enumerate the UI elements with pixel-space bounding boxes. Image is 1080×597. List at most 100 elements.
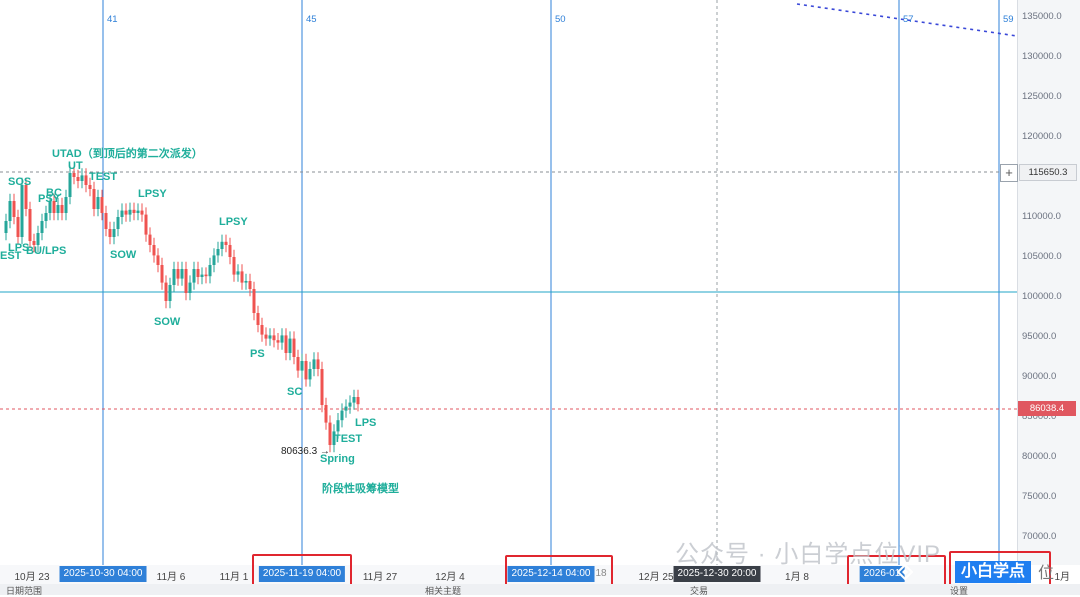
candle-body [224, 241, 228, 245]
candle-body [344, 406, 348, 411]
candle-body [140, 210, 144, 215]
price-tick: 85000.0 [1022, 411, 1057, 422]
candle-body [112, 229, 116, 237]
wyckoff-label: SC [287, 386, 303, 398]
wyckoff-label: SOW [110, 249, 137, 261]
brand-badge: 小白学点 [955, 561, 1032, 583]
candle-body [316, 359, 320, 369]
candle-body [216, 249, 220, 256]
candle-body [308, 369, 312, 380]
candle-body [132, 209, 136, 213]
candle-body [124, 210, 128, 215]
bottom-tab[interactable]: 日期范围 [6, 586, 43, 596]
candle-body [260, 325, 264, 335]
candle-body [272, 335, 276, 341]
candle-body [4, 221, 8, 233]
add-alert-plus-icon[interactable]: + [1000, 164, 1018, 182]
candle-body [232, 257, 236, 275]
watermark-text: 公众号 · 小白学点位VIP [675, 541, 942, 568]
candle-body [352, 397, 356, 403]
candle-body [304, 361, 308, 380]
time-tick: 1月 8 [785, 572, 809, 583]
candle-body [276, 340, 280, 343]
candle-body [32, 241, 36, 245]
price-tick: 105000.0 [1022, 251, 1062, 262]
low-price-label: 80636.3 → [281, 446, 330, 457]
candle-body [284, 335, 288, 353]
candle-body [76, 177, 80, 181]
time-tick: 12月 4 [435, 572, 465, 583]
candle-body [64, 197, 68, 213]
candle-body [312, 359, 316, 369]
candle-body [12, 201, 16, 217]
wyckoff-label: UTAD（到顶后的第二次派发） [52, 148, 203, 160]
price-tick: 110000.0 [1022, 211, 1061, 222]
price-tick: 80000.0 [1022, 451, 1057, 462]
price-axis-panel[interactable] [1017, 0, 1080, 565]
price-tick: 90000.0 [1022, 371, 1057, 382]
candle-body [192, 269, 196, 283]
low-price-value: 80636.3 [281, 446, 318, 457]
bottom-tab[interactable]: 交易 [690, 586, 709, 596]
candle-body [84, 175, 88, 185]
vline-date-box[interactable]: 2026-01 [859, 566, 905, 582]
candle-body [188, 282, 192, 293]
wyckoff-label: PSY [38, 193, 61, 205]
price-tick: 70000.0 [1022, 531, 1057, 542]
candle-body [72, 173, 76, 177]
bottom-toolbar[interactable]: 日期范围 相关主题 交易 设置 [0, 584, 1080, 596]
candle-body [356, 397, 360, 405]
candle-body [80, 175, 84, 181]
bottom-tab[interactable]: 设置 [950, 586, 969, 596]
candle-body [256, 313, 260, 325]
candle-body [96, 197, 100, 209]
candle-body [324, 405, 328, 423]
candle-body [208, 265, 212, 277]
candle-body [200, 274, 204, 277]
candle-body [176, 269, 180, 279]
candle-body [60, 205, 64, 213]
candle-body [36, 233, 40, 245]
candle-body [292, 338, 296, 357]
candle-body [168, 285, 172, 301]
candle-body [172, 269, 176, 285]
candle-body [8, 201, 12, 221]
vertical-line-number: 45 [306, 14, 317, 25]
candle-body [52, 201, 56, 213]
wyckoff-label: LPSY [138, 188, 167, 200]
vline-date-box[interactable]: 2025-11-19 04:00 [258, 566, 346, 582]
wyckoff-label: EST [0, 250, 22, 262]
candle-body [348, 402, 352, 407]
candle-body [104, 213, 108, 229]
candle-body [196, 269, 200, 277]
candle-body [236, 271, 240, 275]
price-tick: 135000.0 [1022, 11, 1062, 22]
price-tick: 75000.0 [1022, 491, 1057, 502]
wyckoff-label: TEST [89, 171, 118, 183]
time-tick-fragment: 18 [595, 568, 607, 579]
bottom-tab[interactable]: 相关主题 [425, 586, 462, 596]
vertical-line-number: 59 [1003, 14, 1014, 25]
candle-body [180, 269, 184, 279]
time-tick: 11月 6 [156, 572, 186, 583]
vline-date-box[interactable]: 2025-12-14 04:00 [507, 566, 595, 582]
candle-body [16, 217, 20, 237]
brand-suffix: 位 [1038, 565, 1055, 582]
candle-body [156, 255, 160, 265]
brand-diamond-icon [897, 564, 913, 580]
candle-body [88, 185, 92, 189]
wyckoff-label: LPS [355, 417, 377, 429]
arrow-right-icon: → [317, 446, 330, 457]
wyckoff-label: PS [250, 348, 265, 360]
vline-date-box[interactable]: 2025-10-30 04:00 [59, 566, 147, 582]
price-tick: 130000.0 [1022, 51, 1062, 62]
trend-line [796, 3, 1018, 37]
candle-body [48, 201, 52, 213]
candle-body [148, 234, 152, 245]
candle-body [240, 271, 244, 283]
candle-body [108, 229, 112, 237]
candle-body [40, 221, 44, 233]
wyckoff-label: TEST [334, 433, 363, 445]
